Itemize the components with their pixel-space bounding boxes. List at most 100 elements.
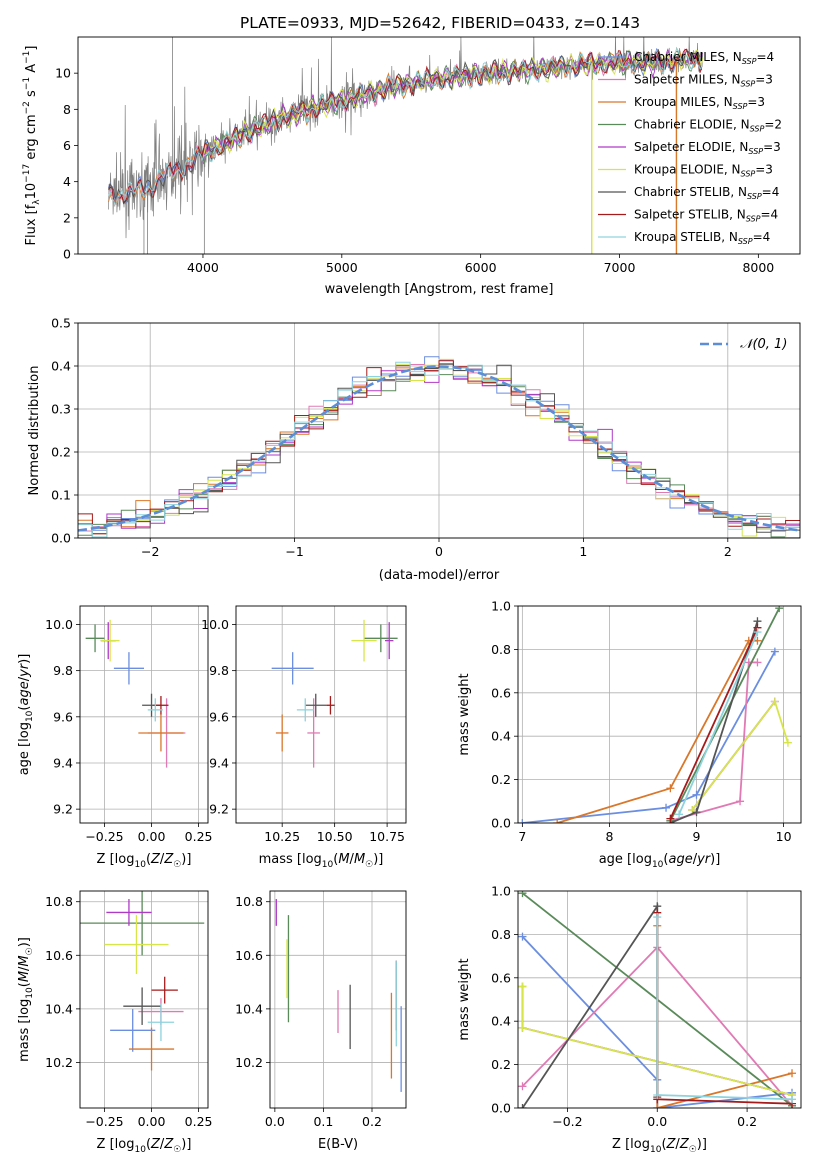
y-tick-label: 0.1: [51, 488, 71, 503]
y-tick-label: 9.6: [209, 709, 229, 724]
error-bar-point: [351, 619, 377, 662]
text-span: s: [24, 90, 39, 101]
text-span: =3: [747, 95, 765, 109]
text-span: −1: [22, 77, 32, 90]
error-bar-point: [113, 652, 144, 685]
text-span: Z: [666, 1137, 677, 1152]
text-span: =4: [762, 185, 780, 199]
x-tick-label: 10.75: [369, 829, 405, 844]
text-span: SSP: [741, 170, 756, 179]
y-tick-label: 10: [55, 66, 71, 81]
text-span: Z: [150, 1137, 161, 1152]
text-span: SSP: [746, 215, 761, 224]
legend-entry: Kroupa MILES, NSSP=3: [634, 95, 765, 111]
data-point-marker: [518, 1082, 527, 1091]
text-span: ☉: [173, 1145, 181, 1155]
error-bar-point: [275, 714, 289, 752]
x-axis-label: E(B-V): [318, 1137, 358, 1152]
series-line: [669, 607, 781, 822]
y-tick-label: 9.8: [209, 663, 229, 678]
text-span: )]: [17, 654, 32, 664]
axes-residual-histogram: −2 −1 0 1 2 0.0 0.1 0.2 0.3 0.4 0.5 (data-model)/er…: [27, 316, 801, 583]
series-line: [656, 917, 793, 1101]
error-bar-point: [307, 698, 320, 768]
y-tick-label: 0.2: [491, 1057, 511, 1072]
axes-frame: [517, 890, 802, 1109]
data-point-marker: [753, 658, 762, 667]
text-span: M: [17, 955, 32, 966]
text-span: 10: [322, 860, 334, 870]
histogram-step-line: [78, 360, 800, 535]
y-tick-label: 10.4: [235, 1001, 263, 1016]
y-axis-label: age [log10(age/yr)]: [17, 654, 35, 776]
spectrum-model-line: [108, 47, 702, 206]
text-span: 10: [24, 183, 39, 200]
text-span: M: [338, 852, 349, 867]
text-span: =3: [763, 140, 781, 154]
plot-area: [80, 891, 205, 1071]
error-bar-point: [296, 698, 314, 722]
y-tick-label: 0.8: [491, 927, 511, 942]
spectrum-model-line: [108, 48, 703, 206]
plot-area: [78, 356, 800, 538]
y-tick-label: 0.6: [491, 685, 511, 700]
x-tick-label: −0.25: [85, 829, 123, 844]
text-span: ☉: [173, 860, 181, 870]
data-point-marker: [518, 891, 527, 898]
error-bar-point: [85, 624, 105, 653]
y-tick-label: 0.5: [51, 316, 71, 331]
text-span: 10: [134, 1145, 146, 1155]
legend-entry: Chabrier MILES, NSSP=4: [634, 50, 774, 66]
error-bar-point: [305, 693, 327, 717]
y-tick-label: 0.0: [491, 816, 511, 831]
data-point-marker: [675, 810, 684, 819]
x-tick-label: −0.25: [85, 1114, 123, 1129]
data-point-marker: [653, 1104, 662, 1108]
x-tick-label: 7: [518, 829, 526, 844]
x-tick-label: 7000: [604, 260, 636, 275]
text-span: SSP: [741, 80, 756, 89]
text-span: mass weight: [457, 673, 472, 755]
text-span: /: [160, 1137, 165, 1152]
text-span: Salpeter MILES, N: [634, 73, 741, 87]
text-span: mass weight: [457, 958, 472, 1040]
y-tick-label: 0.4: [491, 729, 511, 744]
series-line: [656, 912, 793, 1105]
y-tick-label: 10.6: [45, 948, 73, 963]
figure-title: PLATE=0933, MJD=52642, FIBERID=0433, z=0…: [240, 14, 640, 32]
data-point-marker: [518, 819, 527, 823]
axes-mass-vs-extinction: 0.0 0.1 0.2 10.2 10.4 10.6 10.8 E(B-V): [235, 890, 407, 1152]
text-span: /: [17, 676, 32, 681]
text-span: SSP: [747, 192, 762, 201]
y-tick-label: 10.4: [45, 1001, 73, 1016]
y-axis-label: mass weight: [457, 958, 472, 1040]
y-tick-label: 9.6: [53, 709, 73, 724]
data-point-marker: [518, 1104, 527, 1108]
series-line: [522, 651, 776, 823]
series-line: [678, 631, 759, 815]
text-span: ☉: [689, 1145, 697, 1155]
error-bar-point: [151, 976, 178, 1004]
text-span: )]: [697, 1137, 707, 1152]
text-span: =4: [760, 208, 778, 222]
axes-frame: [517, 605, 802, 824]
error-bar-point: [104, 915, 169, 975]
text-span: (: [146, 1137, 151, 1152]
x-tick-label: 0.2: [362, 1114, 382, 1129]
x-axis-label: mass [log10(M/M☉)]: [259, 852, 384, 870]
plot-area: [518, 606, 792, 823]
text-span: (: [146, 852, 151, 867]
axes-frame: [269, 890, 407, 1109]
data-point-marker: [688, 805, 697, 814]
y-tick-label: 0.3: [51, 402, 71, 417]
text-span: (: [17, 706, 32, 711]
x-axis-label: (data-model)/error: [379, 568, 500, 583]
x-tick-label: 0.25: [185, 1114, 213, 1129]
x-tick-label: 0.0: [265, 1114, 285, 1129]
text-span: Z: [150, 852, 161, 867]
data-point-marker: [662, 803, 671, 812]
text-span: Chabrier STELIB, N: [634, 185, 747, 199]
y-tick-label: 10.2: [235, 1055, 263, 1070]
